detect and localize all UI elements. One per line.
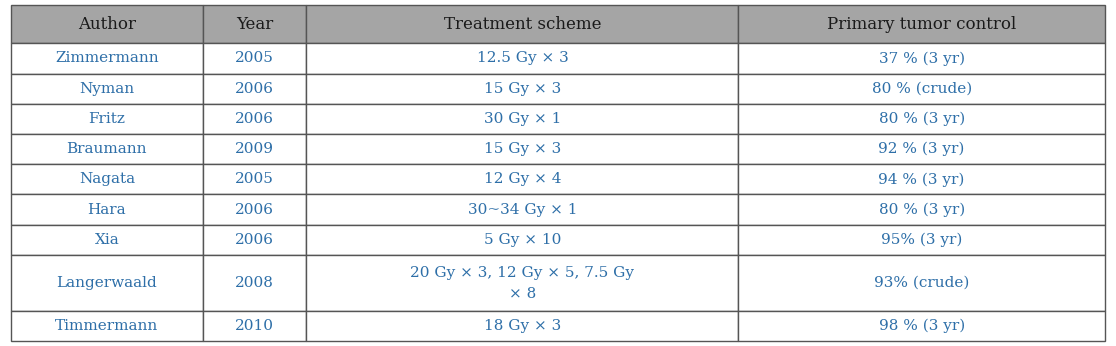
Bar [11,255,202,311]
Text: 2006: 2006 [235,112,275,126]
Bar [203,194,307,225]
Text: 80 % (crude): 80 % (crude) [872,82,972,96]
Text: 12 Gy × 4: 12 Gy × 4 [483,172,561,186]
Text: 94 % (3 yr): 94 % (3 yr) [878,172,965,186]
Text: Year: Year [235,16,273,33]
Bar [307,194,739,225]
Text: Fritz: Fritz [88,112,125,126]
Bar [11,225,202,255]
Bar [739,225,1105,255]
Bar [11,104,202,134]
Text: Zimmermann: Zimmermann [55,52,158,65]
Bar [203,43,307,74]
Bar [307,74,739,104]
Bar [307,311,739,341]
Text: 80 % (3 yr): 80 % (3 yr) [878,112,964,126]
Text: 15 Gy × 3: 15 Gy × 3 [484,82,561,96]
Text: 98 % (3 yr): 98 % (3 yr) [878,319,964,333]
Text: 18 Gy × 3: 18 Gy × 3 [484,319,561,333]
Bar [11,164,202,194]
Bar [307,225,739,255]
Text: 95% (3 yr): 95% (3 yr) [881,233,962,247]
Text: 37 % (3 yr): 37 % (3 yr) [878,51,964,66]
Bar [739,74,1105,104]
Bar [203,164,307,194]
Text: 2008: 2008 [235,276,273,290]
Text: Xia: Xia [95,233,119,247]
Bar [307,43,739,74]
Text: 93% (crude): 93% (crude) [874,276,970,290]
Text: 2005: 2005 [235,52,273,65]
Text: Timmermann: Timmermann [55,319,158,333]
Bar [739,134,1105,164]
Bar [11,43,202,74]
Text: 2010: 2010 [235,319,275,333]
Bar [739,164,1105,194]
Bar [203,74,307,104]
Bar [203,5,307,43]
Text: 2006: 2006 [235,202,275,217]
Text: Primary tumor control: Primary tumor control [827,16,1017,33]
Bar [739,104,1105,134]
Text: 15 Gy × 3: 15 Gy × 3 [484,142,561,156]
Text: 12.5 Gy × 3: 12.5 Gy × 3 [477,52,568,65]
Bar [307,164,739,194]
Text: × 8: × 8 [509,287,536,301]
Text: 20 Gy × 3, 12 Gy × 5, 7.5 Gy: 20 Gy × 3, 12 Gy × 5, 7.5 Gy [411,266,635,280]
Bar [203,225,307,255]
Bar [739,43,1105,74]
Text: 92 % (3 yr): 92 % (3 yr) [878,142,965,156]
Text: 30~34 Gy × 1: 30~34 Gy × 1 [468,202,577,217]
Text: Braumann: Braumann [67,142,147,156]
Bar [307,104,739,134]
Text: 5 Gy × 10: 5 Gy × 10 [483,233,561,247]
Bar [307,134,739,164]
Bar [203,104,307,134]
Bar [739,5,1105,43]
Text: Nagata: Nagata [79,172,135,186]
Text: 2006: 2006 [235,82,275,96]
Bar [739,311,1105,341]
Bar [739,194,1105,225]
Bar [11,5,202,43]
Text: Hara: Hara [87,202,126,217]
Bar [11,134,202,164]
Bar [739,255,1105,311]
Text: Nyman: Nyman [79,82,134,96]
Text: Langerwaald: Langerwaald [57,276,157,290]
Bar [203,255,307,311]
Text: 30 Gy × 1: 30 Gy × 1 [483,112,561,126]
Text: 2009: 2009 [235,142,275,156]
Bar [203,311,307,341]
Text: Treatment scheme: Treatment scheme [444,16,602,33]
Bar [11,311,202,341]
Bar [11,194,202,225]
Text: 2006: 2006 [235,233,275,247]
Bar [203,134,307,164]
Bar [307,5,739,43]
Text: Author: Author [78,16,136,33]
Text: 2005: 2005 [235,172,273,186]
Bar [11,74,202,104]
Text: 80 % (3 yr): 80 % (3 yr) [878,202,964,217]
Bar [307,255,739,311]
